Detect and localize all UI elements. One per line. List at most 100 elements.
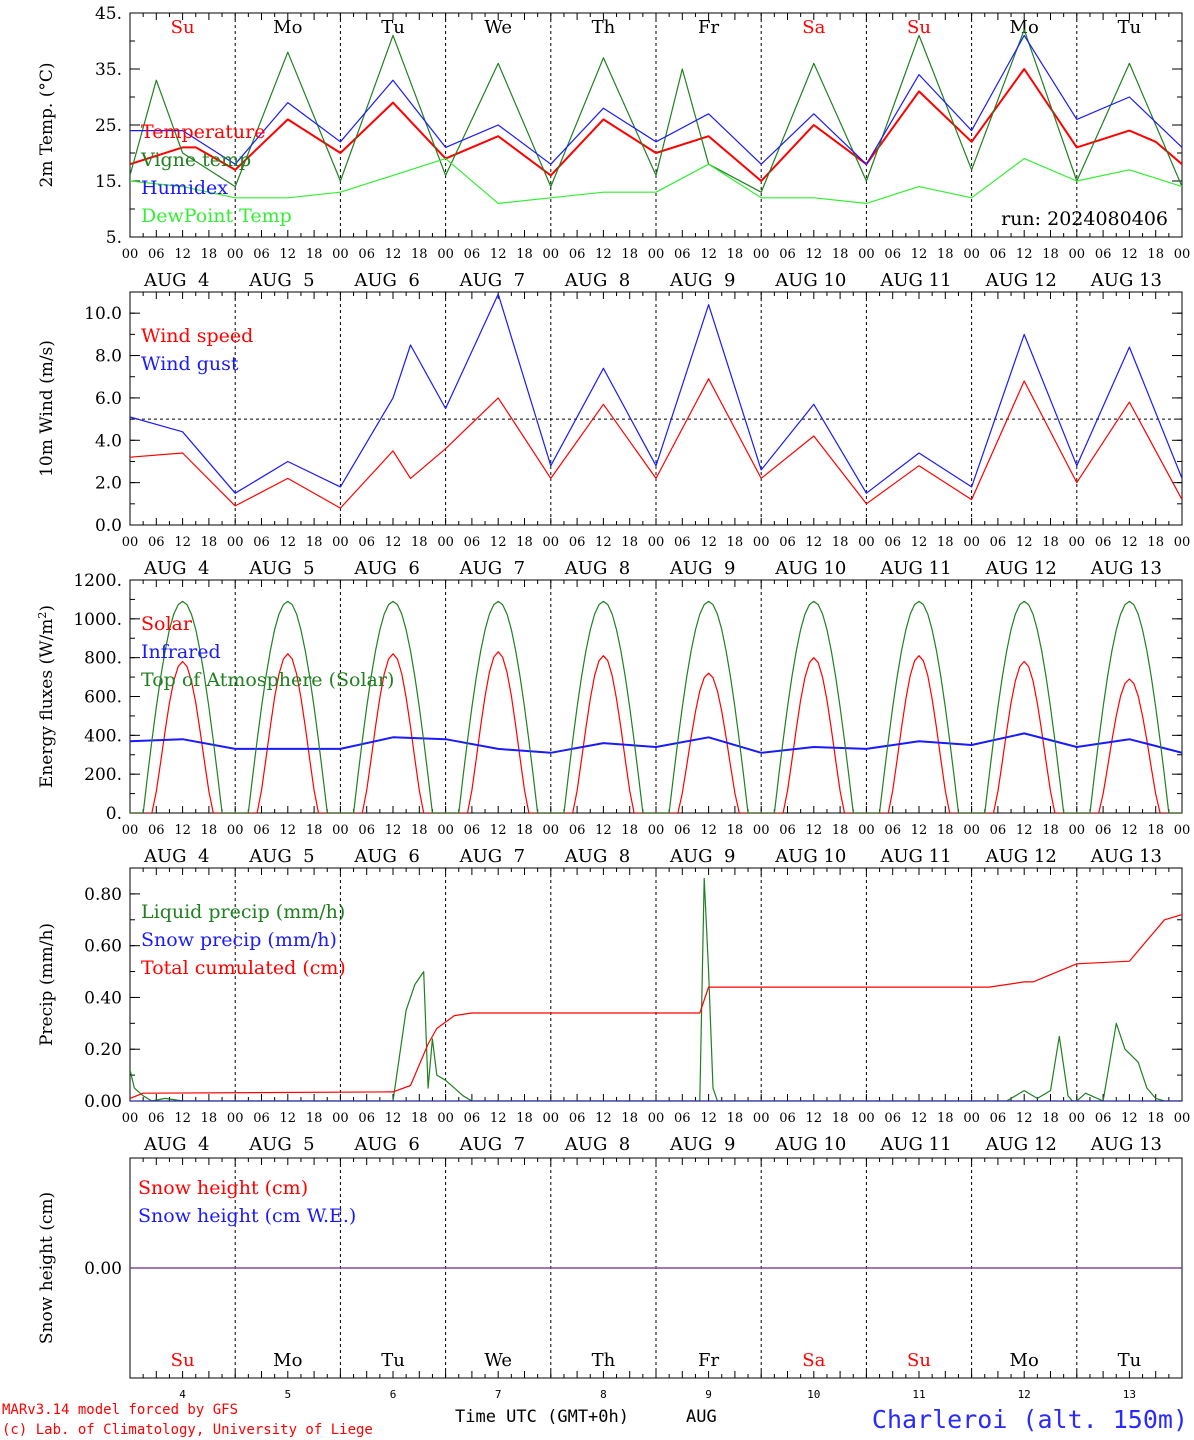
- x-hour-label: 00: [227, 823, 244, 838]
- x-hour-label: 06: [464, 247, 481, 262]
- x-hour-label: 06: [148, 823, 165, 838]
- x-hour-label: 12: [1121, 823, 1138, 838]
- day-of-week-label: We: [484, 1350, 512, 1371]
- x-hour-label: 00: [122, 535, 139, 550]
- legend-entry: Liquid precip (mm/h): [141, 901, 345, 923]
- x-hour-label: 12: [1121, 247, 1138, 262]
- x-hour-label: 00: [753, 247, 770, 262]
- footer-day-number: 5: [284, 1388, 291, 1401]
- x-hour-label: 06: [358, 247, 375, 262]
- x-hour-label: 00: [543, 247, 560, 262]
- y-tick-label: 600.: [84, 688, 122, 708]
- x-hour-label: 12: [1016, 1111, 1033, 1126]
- series-line-wind-speed: [130, 378, 1182, 509]
- x-hour-label: 00: [648, 247, 665, 262]
- y-tick-label: 0.0: [95, 516, 122, 536]
- x-hour-label: 06: [990, 823, 1007, 838]
- x-date-label: AUG 11: [879, 1134, 951, 1155]
- legend-entry: Infrared: [141, 641, 221, 663]
- footer-day-number: 6: [390, 1388, 397, 1401]
- x-date-label: AUG 11: [879, 846, 951, 867]
- x-hour-label: 12: [700, 1111, 717, 1126]
- x-hour-label: 12: [280, 1111, 297, 1126]
- x-hour-label: 06: [569, 535, 586, 550]
- x-hour-label: 00: [332, 247, 349, 262]
- x-hour-label: 18: [306, 535, 323, 550]
- x-hour-label: 00: [122, 1111, 139, 1126]
- x-date-label: AUG 7: [459, 270, 525, 291]
- x-hour-label: 00: [753, 823, 770, 838]
- x-date-label: AUG 12: [985, 1134, 1057, 1155]
- x-hour-label: 06: [1095, 247, 1112, 262]
- x-hour-label: 18: [1147, 823, 1164, 838]
- legend-entry: DewPoint Temp: [141, 205, 292, 227]
- legend-entry: Vigne temp: [140, 149, 251, 171]
- x-hour-label: 06: [884, 535, 901, 550]
- day-of-week-label: Tu: [381, 17, 405, 38]
- x-date-label: AUG 11: [879, 558, 951, 579]
- x-hour-label: 18: [937, 823, 954, 838]
- x-hour-label: 00: [648, 535, 665, 550]
- x-date-label: AUG 7: [459, 1134, 525, 1155]
- y-tick-label: 25.: [95, 116, 122, 136]
- day-of-week-label: We: [484, 17, 512, 38]
- x-hour-label: 00: [1069, 823, 1086, 838]
- x-hour-label: 00: [858, 1111, 875, 1126]
- x-hour-label: 00: [648, 1111, 665, 1126]
- x-date-label: AUG 4: [143, 270, 209, 291]
- x-date-label: AUG 12: [985, 558, 1057, 579]
- x-hour-label: 12: [490, 247, 507, 262]
- day-of-week-label: Mo: [1010, 17, 1039, 38]
- x-date-label: AUG 6: [353, 1134, 419, 1155]
- x-hour-label: 12: [280, 247, 297, 262]
- x-hour-label: 12: [174, 535, 191, 550]
- x-hour-label: 18: [832, 247, 849, 262]
- x-hour-label: 12: [1016, 823, 1033, 838]
- panel-2: 0.0 2.0 4.0 6.0 8.0 10.0 10m Wind (m/s) 00 06 12 1…: [37, 291, 1190, 579]
- x-hour-label: 18: [727, 247, 744, 262]
- day-of-week-label: Mo: [1010, 1350, 1039, 1371]
- y-axis-label: Precip (mm/h): [37, 923, 57, 1046]
- x-hour-label: 00: [753, 1111, 770, 1126]
- x-hour-label: 12: [806, 247, 823, 262]
- x-date-label: AUG 12: [985, 270, 1057, 291]
- x-date-label: AUG 5: [248, 270, 314, 291]
- x-hour-label: 18: [411, 247, 428, 262]
- legend-entry: Snow height (cm): [138, 1177, 308, 1199]
- footer-day-number: 13: [1123, 1388, 1136, 1401]
- x-hour-label: 18: [516, 823, 533, 838]
- legend-entry: Humidex: [141, 177, 228, 199]
- x-hour-label: 00: [543, 1111, 560, 1126]
- series-line-top-of-atmosphere-solar-: [130, 600, 1182, 813]
- x-date-label: AUG 8: [564, 846, 630, 867]
- panel-5: 0.00 Snow height (cm) Su Mo Tu We Th Fr Sa Su Mo Tu…: [37, 1157, 1183, 1379]
- x-axis-month: AUG: [686, 1407, 717, 1427]
- x-date-label: AUG 4: [143, 846, 209, 867]
- x-hour-label: 00: [753, 535, 770, 550]
- x-hour-label: 00: [437, 247, 454, 262]
- x-date-label: AUG 10: [774, 1134, 846, 1155]
- x-hour-label: 18: [411, 1111, 428, 1126]
- x-date-label: AUG 5: [248, 1134, 314, 1155]
- day-of-week-label: Fr: [698, 1350, 719, 1371]
- x-hour-label: 18: [201, 1111, 218, 1126]
- station-label: Charleroi (alt. 150m): [872, 1405, 1188, 1434]
- x-hour-label: 12: [806, 535, 823, 550]
- x-hour-label: 00: [963, 247, 980, 262]
- x-hour-label: 00: [227, 535, 244, 550]
- y-tick-label: 800.: [84, 649, 122, 669]
- x-hour-label: 18: [1147, 247, 1164, 262]
- x-hour-label: 06: [569, 247, 586, 262]
- y-tick-label: 5.: [106, 228, 122, 248]
- x-hour-label: 12: [595, 823, 612, 838]
- y-tick-label: 10.0: [84, 304, 122, 324]
- x-hour-label: 06: [990, 535, 1007, 550]
- x-date-label: AUG 11: [879, 270, 951, 291]
- x-hour-label: 06: [1095, 535, 1112, 550]
- x-date-label: AUG 6: [353, 846, 419, 867]
- legend-entry: Wind speed: [141, 325, 253, 347]
- x-hour-label: 12: [911, 535, 928, 550]
- x-date-label: AUG 4: [143, 1134, 209, 1155]
- x-hour-label: 06: [884, 1111, 901, 1126]
- x-hour-label: 12: [490, 823, 507, 838]
